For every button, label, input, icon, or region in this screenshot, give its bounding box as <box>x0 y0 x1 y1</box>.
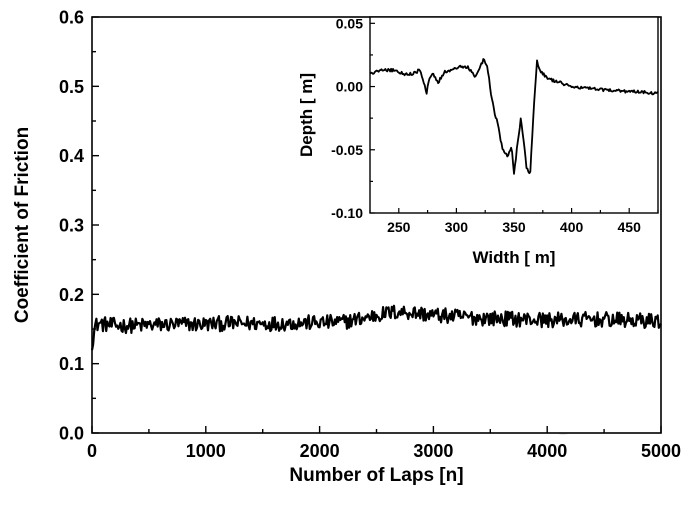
inset-chart: 250 300 350 400 450 -0.10 -0.05 0.00 0.05 Width [… <box>297 15 659 267</box>
inset-x-tick-label: 300 <box>445 219 469 235</box>
inset-y-axis-title: Depth [ m] <box>297 73 316 157</box>
inset-x-tick-label: 450 <box>618 219 642 235</box>
main-y-tick-label: 0.5 <box>59 77 84 97</box>
main-y-tick-label: 0.3 <box>59 215 84 235</box>
main-y-tick-label: 0.6 <box>59 7 84 27</box>
inset-y-tick-label: 0.00 <box>336 79 363 95</box>
main-y-tick-label: 0.1 <box>59 354 84 374</box>
inset-y-tick-label: -0.05 <box>331 142 363 158</box>
inset-y-tick-label: 0.05 <box>336 15 363 31</box>
main-x-tick-label: 2000 <box>300 441 340 461</box>
main-x-tick-label: 4000 <box>527 441 567 461</box>
inset-x-tick-label: 400 <box>560 219 584 235</box>
main-x-tick-label: 1000 <box>186 441 226 461</box>
main-series-line <box>90 304 662 351</box>
inset-x-tick-label: 350 <box>502 219 526 235</box>
main-x-tick-label: 5000 <box>641 441 681 461</box>
main-x-tick-label: 0 <box>87 441 97 461</box>
main-y-axis-title: Coefficient of Friction <box>12 127 33 323</box>
main-y-tick-label: 0.0 <box>59 423 84 443</box>
inset-plot-frame <box>369 16 659 214</box>
inset-y-tick-label: -0.10 <box>331 205 363 221</box>
inset-x-tick-label: 250 <box>387 219 411 235</box>
inset-x-axis-title: Width [ m] <box>473 248 556 267</box>
main-x-axis-title: Number of Laps [n] <box>289 465 463 486</box>
main-y-tick-label: 0.2 <box>59 285 84 305</box>
main-x-tick-label: 3000 <box>413 441 453 461</box>
inset-series-line <box>369 58 659 175</box>
main-y-tick-label: 0.4 <box>59 146 84 166</box>
